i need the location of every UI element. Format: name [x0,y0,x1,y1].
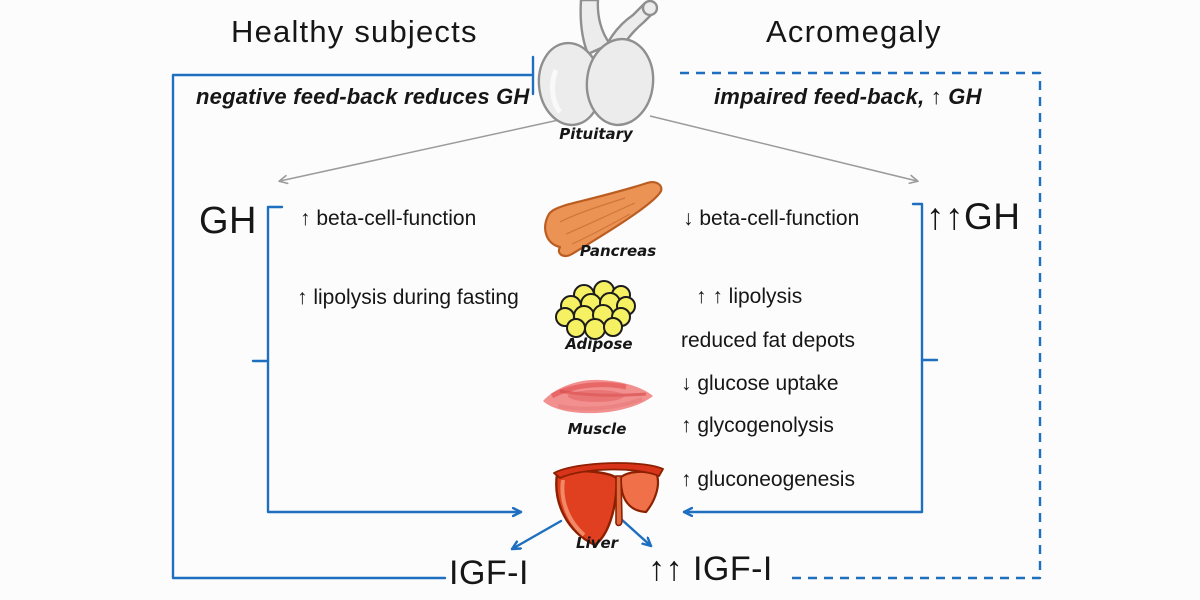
pancreas-illustration [544,181,663,258]
healthy-gh-label: GH [199,200,257,242]
muscle-label: Muscle [567,420,627,438]
acromegaly-pancreas-effect: ↓ beta-cell-function [683,207,860,230]
acromegaly-feedback-note: impaired feed-back, ↑ GH [714,84,982,109]
muscle-illustration [543,379,653,414]
liver-to-igf-arrows [512,517,653,551]
acromegaly-gh-bracket [682,202,939,512]
acromegaly-muscle-effect-1: ↓ glucose uptake [681,372,839,395]
acromegaly-adipose-effect-1: ↑ ↑ lipolysis [696,285,803,308]
liver-to-acromegaly-igf-arrow [619,517,653,548]
healthy-feedback-note: negative feed-back reduces GH [196,84,530,109]
healthy-feedback-line [171,73,533,580]
pancreas-label: Pancreas [579,242,657,260]
adipose-illustration [555,280,636,340]
healthy-gh-bracket-line [266,205,523,512]
pituitary-to-gh-arrows [278,115,919,185]
liver-label: Liver [575,534,619,552]
liver-illustration [553,462,664,547]
acromegaly-title: Acromegaly [766,14,942,49]
pituitary-to-healthy-gh-arrow [278,115,578,185]
acromegaly-feedback-line-dashed [678,71,1042,580]
pituitary-label: Pituitary [559,125,633,143]
acromegaly-liver-effect: ↑ gluconeogenesis [681,468,855,491]
pituitary-illustration [537,0,659,127]
acromegaly-igf-label: ↑↑ IGF-I [648,550,773,588]
pituitary-to-acromegaly-gh-arrow [649,115,919,185]
healthy-adipose-effect: ↑ lipolysis during fasting [297,286,519,309]
acromegaly-gh-bracket-line [682,202,924,512]
healthy-feedback-loop [171,55,535,580]
acromegaly-adipose-effect-2: reduced fat depots [681,329,855,352]
healthy-igf-label: IGF-I [449,554,529,592]
healthy-title: Healthy subjects [231,14,478,49]
healthy-gh-bracket [251,205,523,512]
acromegaly-muscle-effect-2: ↑ glycogenolysis [681,414,834,437]
healthy-pancreas-effect: ↑ beta-cell-function [300,207,477,230]
liver-to-healthy-igf-arrow [512,519,563,551]
adipose-label: Adipose [565,335,633,353]
acromegaly-gh-label: ↑↑GH [926,196,1021,237]
